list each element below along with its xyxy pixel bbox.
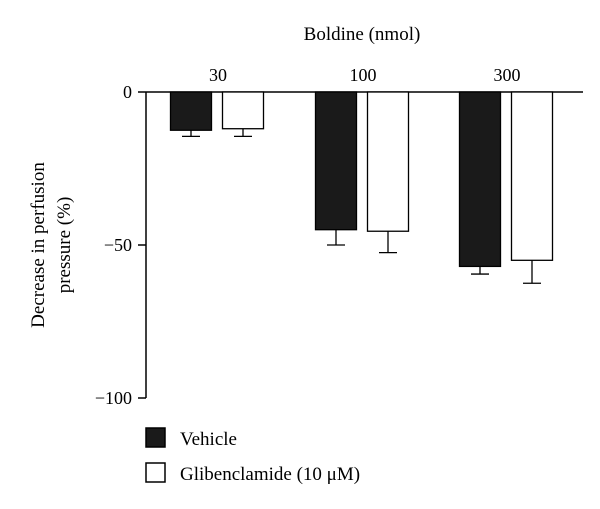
y-axis-label-line-1: Decrease in perfusion (28, 162, 49, 328)
y-tick-label: −50 (104, 235, 132, 255)
y-axis-label: Decrease in perfusion pressure (%) (28, 162, 75, 328)
error-bar (379, 231, 397, 254)
chart-title: Boldine (nmol) (304, 24, 421, 45)
legend-label-vehicle: Vehicle (180, 429, 237, 450)
y-axis-label-line-2: pressure (%) (54, 197, 75, 294)
error-bar (523, 260, 541, 284)
axes: 0 −50 −100 30 100 300 (95, 65, 583, 408)
bars (169, 91, 554, 284)
error-bar (182, 130, 200, 138)
bar-vehicle (458, 91, 502, 268)
x-tick-label: 300 (494, 65, 521, 85)
bar-glibenclamide (510, 91, 554, 261)
legend-label-glibenclamide: Glibenclamide (10 μM) (180, 464, 360, 485)
y-tick-label: −100 (95, 388, 132, 408)
bar-glibenclamide (366, 91, 410, 232)
error-bar (327, 229, 345, 246)
y-tick-label: 0 (123, 82, 132, 102)
error-bar (471, 266, 489, 275)
legend: Vehicle Glibenclamide (10 μM) (145, 427, 360, 485)
bar-vehicle (314, 91, 358, 231)
x-tick-label: 30 (209, 65, 227, 85)
legend-swatch-glibenclamide (145, 462, 166, 483)
legend-swatch-vehicle (145, 427, 166, 448)
error-bar (234, 128, 252, 138)
x-tick-label: 100 (350, 65, 377, 85)
bar-vehicle (169, 91, 213, 131)
bar-glibenclamide (221, 91, 265, 130)
